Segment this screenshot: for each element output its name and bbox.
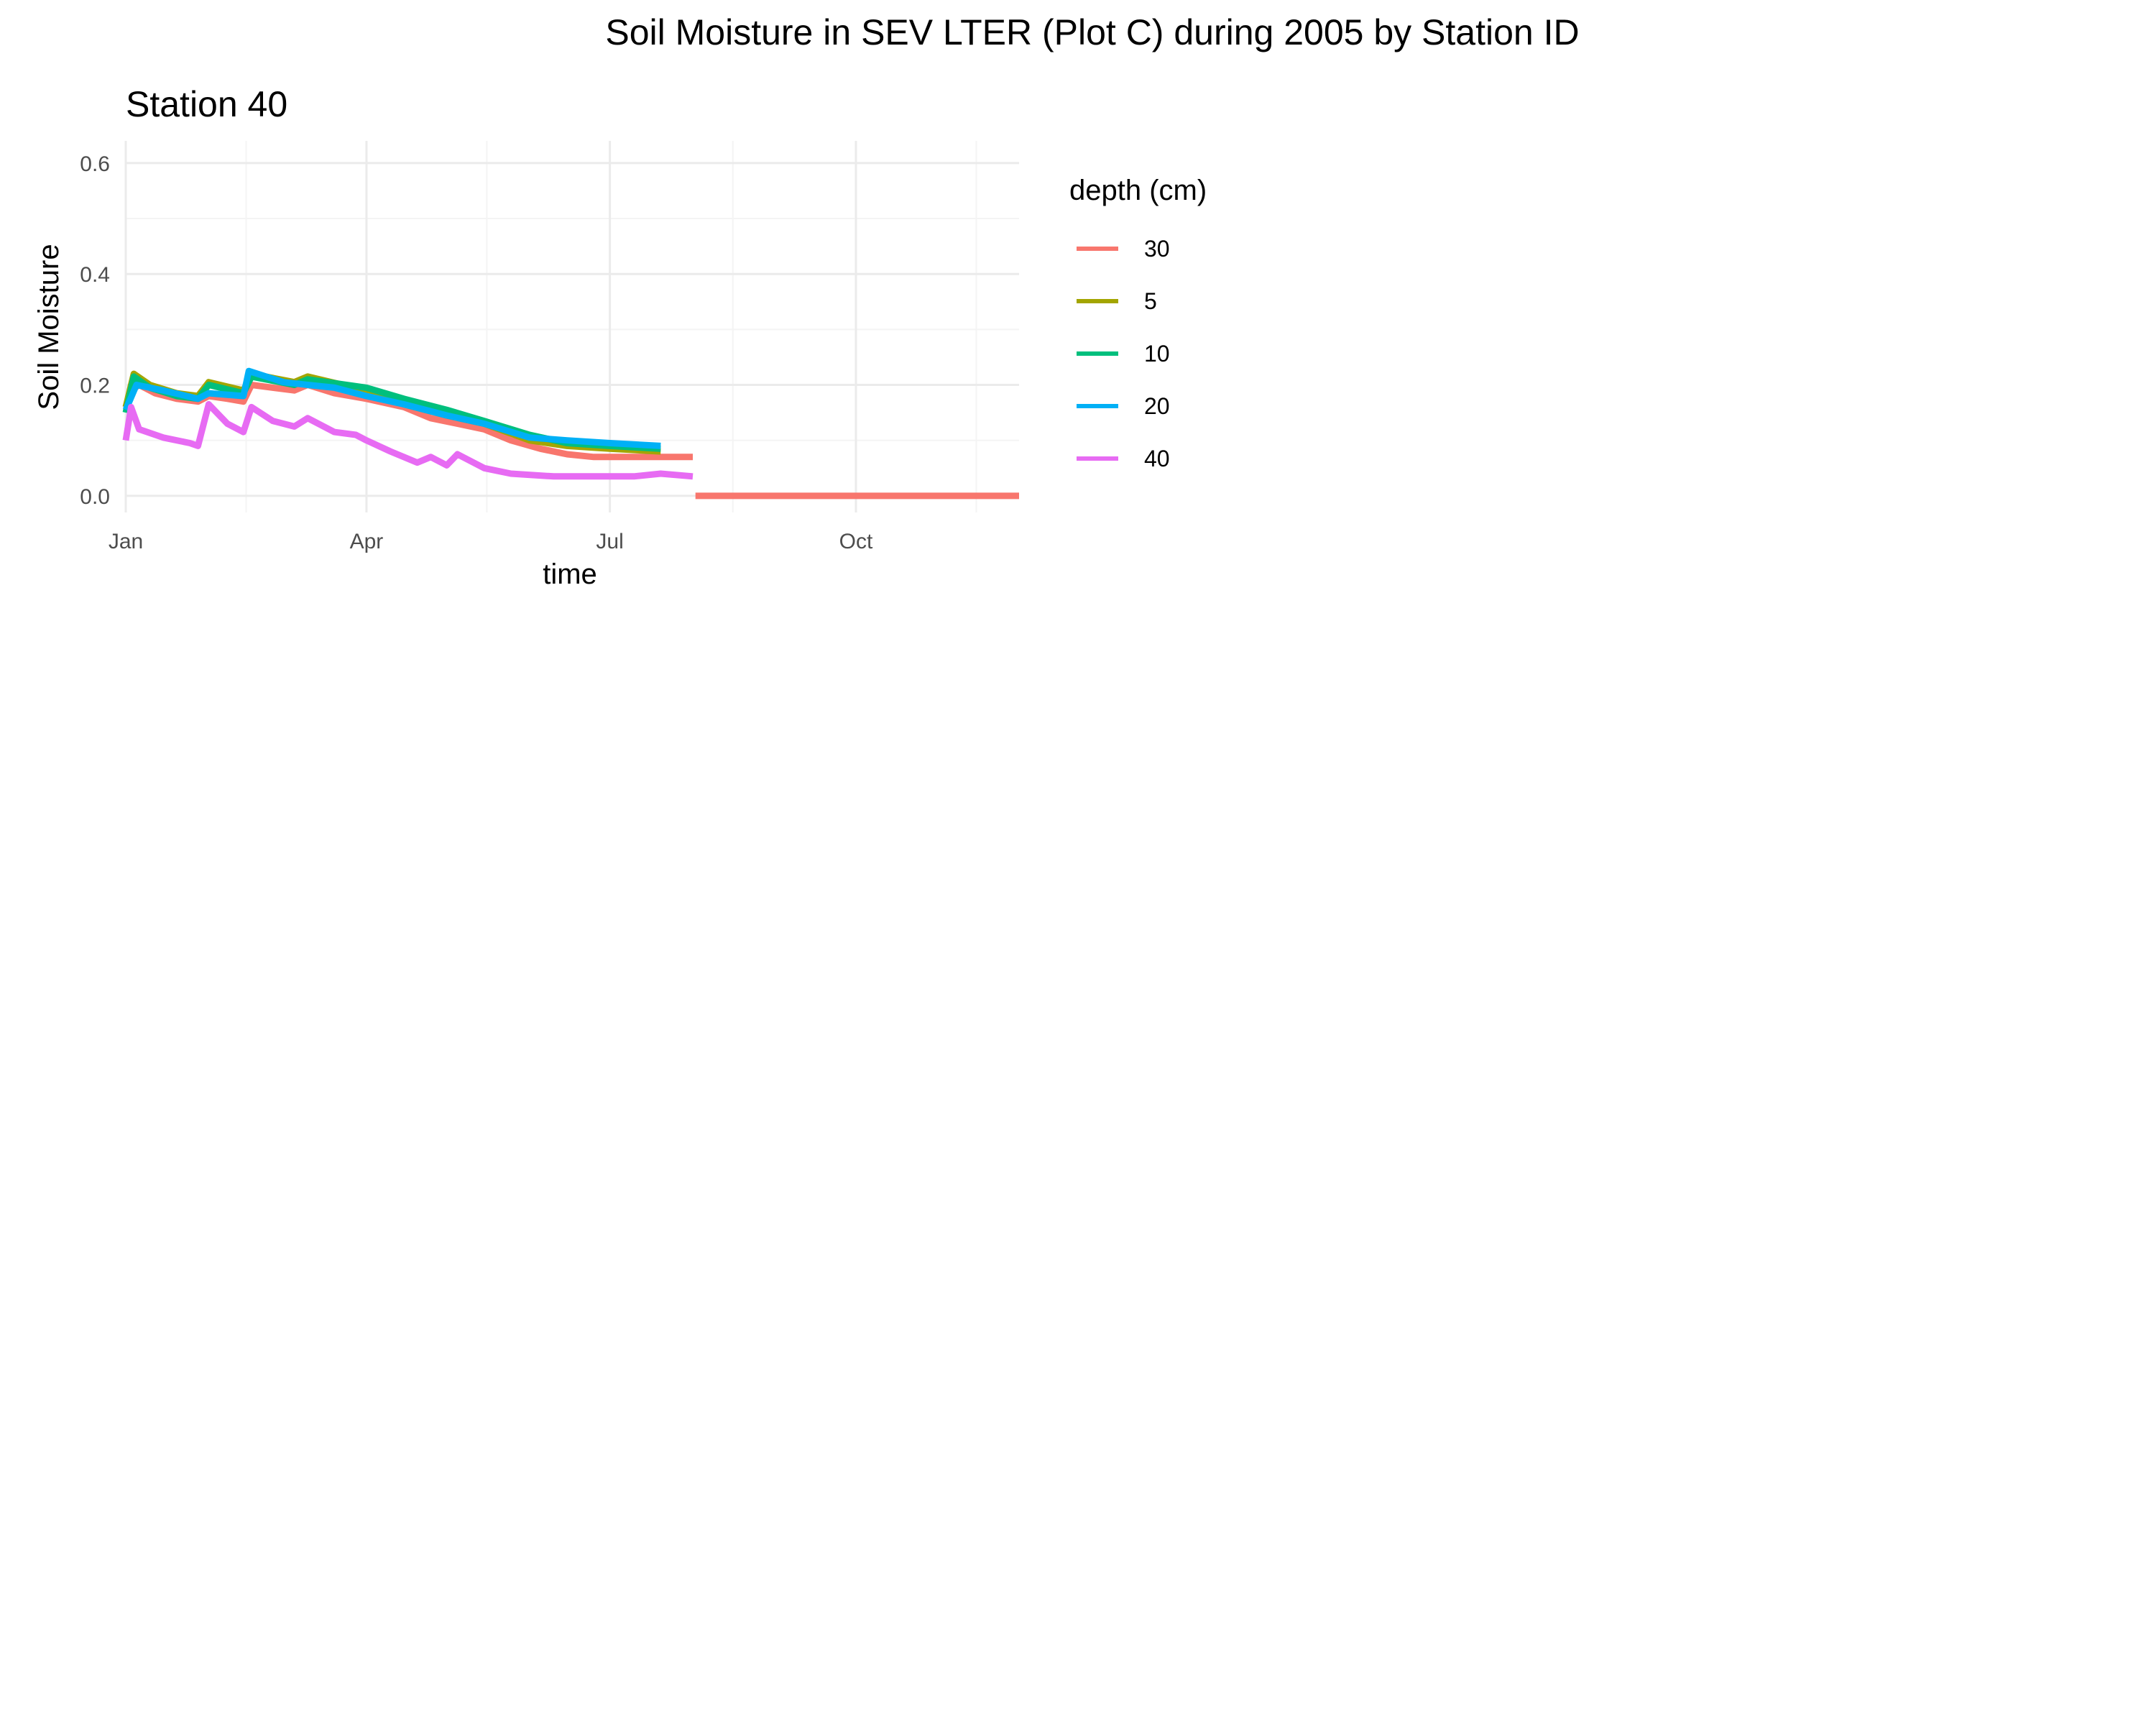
x-tick-label: Jan xyxy=(109,530,143,553)
series-line-40 xyxy=(122,401,694,480)
legend: depth (cm) 30 5 10 20 40 xyxy=(1069,175,1207,472)
legend-item-20: 20 xyxy=(1077,393,1170,419)
y-axis-label: Soil Moisture xyxy=(33,244,65,410)
series-20 xyxy=(122,367,661,449)
legend-title: depth (cm) xyxy=(1069,175,1207,206)
y-tick-label: 0.2 xyxy=(80,374,110,398)
legend-item-5: 5 xyxy=(1077,288,1157,314)
x-tick-label: Oct xyxy=(839,530,873,553)
chart-subtitle: Station 40 xyxy=(126,84,287,124)
y-tick-label: 0.6 xyxy=(80,152,110,176)
legend-item-30: 30 xyxy=(1077,236,1170,262)
legend-label-40: 40 xyxy=(1144,446,1170,472)
y-tick-label: 0.0 xyxy=(80,485,110,509)
legend-label-10: 10 xyxy=(1144,341,1170,367)
legend-item-10: 10 xyxy=(1077,341,1170,367)
y-axis-ticks: 0.0 0.2 0.4 0.6 xyxy=(80,152,110,509)
legend-label-5: 5 xyxy=(1144,288,1157,314)
legend-label-20: 20 xyxy=(1144,393,1170,419)
series-40 xyxy=(122,401,694,480)
legend-items: 30 5 10 20 40 xyxy=(1077,236,1170,472)
x-tick-label: Apr xyxy=(350,530,384,553)
legend-label-30: 30 xyxy=(1144,236,1170,262)
legend-item-40: 40 xyxy=(1077,446,1170,472)
x-tick-label: Jul xyxy=(596,530,623,553)
chart-title: Soil Moisture in SEV LTER (Plot C) durin… xyxy=(605,12,1579,52)
x-axis-label: time xyxy=(543,558,597,590)
plot-area xyxy=(122,367,1019,500)
y-tick-label: 0.4 xyxy=(80,263,110,287)
x-axis-ticks: Jan Apr Jul Oct xyxy=(109,530,873,553)
series-line-20 xyxy=(122,367,661,449)
